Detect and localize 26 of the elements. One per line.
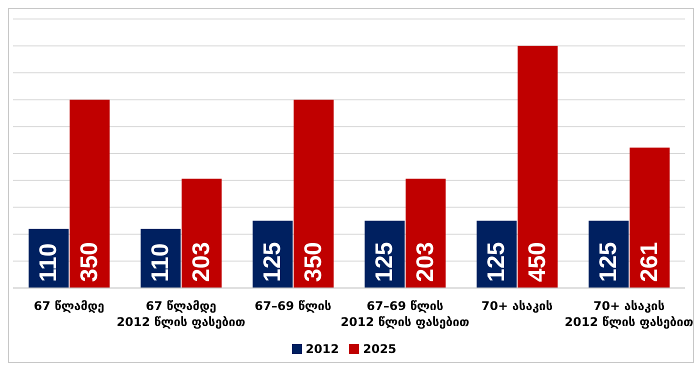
bar bbox=[70, 100, 110, 288]
x-tick-label: 67 წლამდე 2012 წლის ფასებით bbox=[116, 299, 246, 329]
data-label: 261 bbox=[636, 242, 664, 282]
data-label: 110 bbox=[147, 243, 174, 282]
legend-label: 2012 bbox=[306, 342, 339, 356]
bar bbox=[406, 178, 446, 288]
bar bbox=[518, 46, 558, 288]
data-label: 125 bbox=[595, 242, 622, 282]
x-tick-label: 67–69 წლის bbox=[254, 299, 332, 313]
x-tick-label: 70+ ასაკის 2012 წლის ფასებით bbox=[564, 299, 694, 329]
data-label: 350 bbox=[300, 242, 328, 282]
data-label: 203 bbox=[412, 242, 440, 282]
data-label: 125 bbox=[371, 242, 398, 282]
data-label: 110 bbox=[35, 243, 62, 282]
data-label: 203 bbox=[188, 242, 216, 282]
x-tick-label: 67 წლამდე bbox=[34, 299, 104, 313]
bar bbox=[182, 178, 222, 288]
bar bbox=[630, 148, 670, 288]
x-tick-label: 67–69 წლის 2012 წლის ფასებით bbox=[340, 299, 470, 329]
data-label: 350 bbox=[76, 242, 104, 282]
data-label: 125 bbox=[259, 242, 286, 282]
bar bbox=[294, 100, 334, 288]
data-label: 125 bbox=[483, 242, 510, 282]
legend-label: 2025 bbox=[363, 342, 396, 356]
x-tick-label: 70+ ასაკის bbox=[481, 299, 553, 313]
data-label: 450 bbox=[524, 242, 552, 282]
